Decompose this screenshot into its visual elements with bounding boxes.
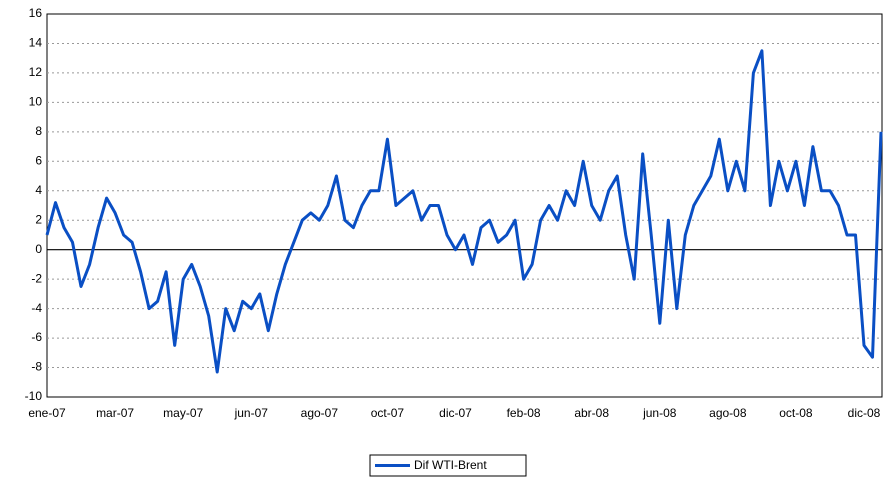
x-tick-label: mar-07 [96, 406, 134, 420]
x-tick-label: ene-07 [28, 406, 66, 420]
y-tick-label: 2 [35, 212, 42, 226]
legend-box [369, 454, 527, 477]
y-tick-label: -10 [25, 389, 43, 403]
x-tick-label: dic-08 [848, 406, 881, 420]
y-tick-label: -8 [31, 360, 42, 374]
y-tick-label: -6 [31, 330, 42, 344]
x-tick-label: feb-08 [507, 406, 541, 420]
x-tick-label: oct-08 [779, 406, 813, 420]
y-tick-label: 0 [35, 242, 42, 256]
y-tick-label: 10 [29, 95, 43, 109]
y-tick-label: 16 [29, 6, 43, 20]
x-tick-label: ago-07 [301, 406, 339, 420]
x-tick-label: dic-07 [439, 406, 472, 420]
series-line [45, 49, 883, 374]
y-tick-label: 12 [29, 65, 43, 79]
x-tick-label: jun-07 [234, 406, 269, 420]
x-tick-label: ago-08 [709, 406, 747, 420]
y-tick-label: 4 [35, 183, 42, 197]
y-tick-label: 6 [35, 153, 42, 167]
y-tick-label: -4 [31, 301, 42, 315]
y-tick-label: 14 [29, 36, 43, 50]
x-tick-label: abr-08 [574, 406, 609, 420]
plot-area [46, 13, 883, 398]
x-tick-label: oct-07 [371, 406, 405, 420]
y-tick-label: 8 [35, 124, 42, 138]
legend-label: Dif WTI-Brent [414, 458, 487, 472]
x-tick-label: may-07 [163, 406, 203, 420]
x-tick-label: jun-08 [642, 406, 677, 420]
y-tick-label: -2 [31, 271, 42, 285]
